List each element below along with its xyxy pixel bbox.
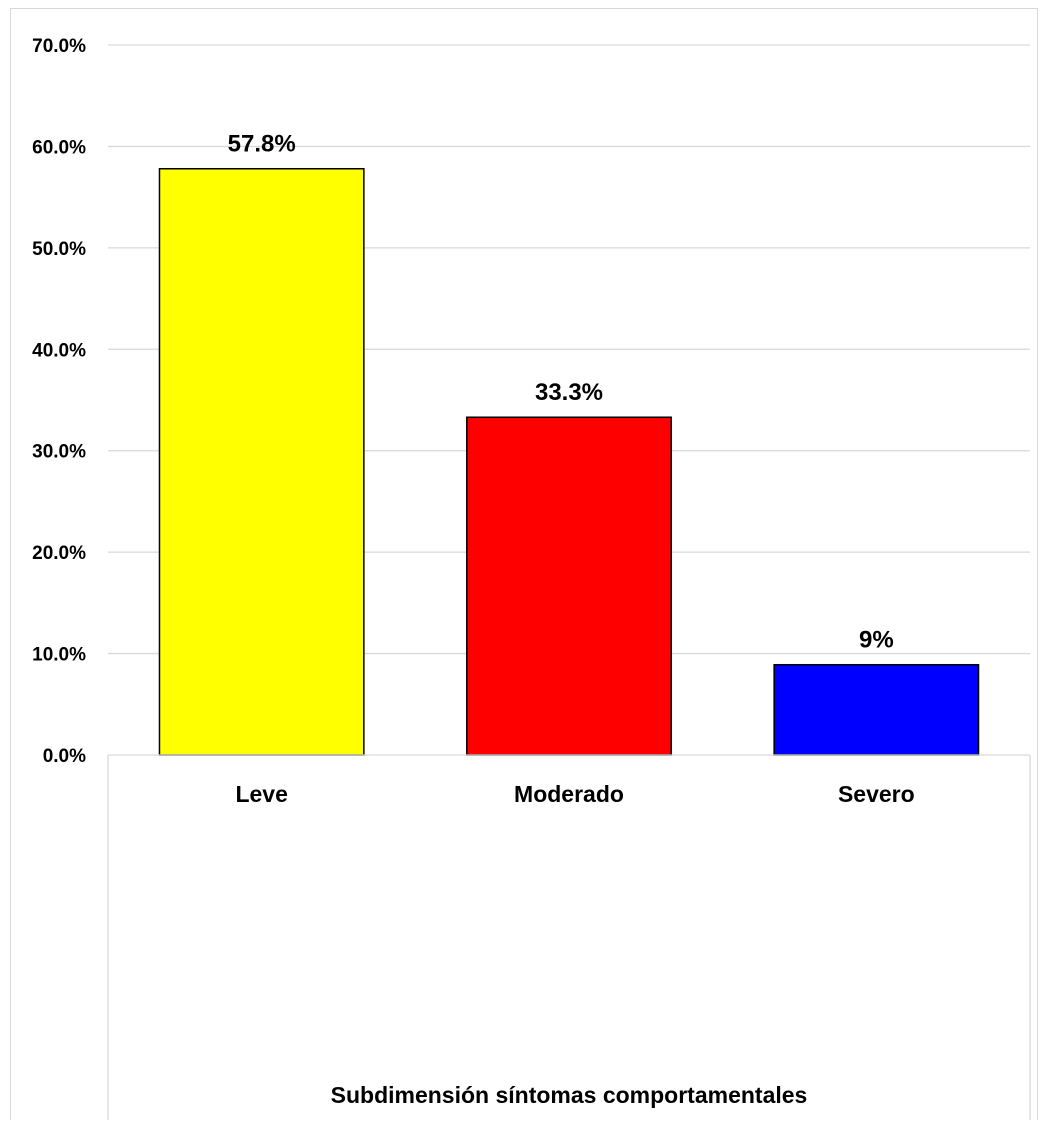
bar-leve [158,167,365,756]
category-label: Leve [235,781,287,807]
y-tick-label: 40.0% [32,340,86,361]
y-tick-label: 20.0% [32,543,86,564]
y-tick-label: 60.0% [32,137,86,158]
bar-moderado [466,416,672,756]
x-axis-title: Subdimensión síntomas comportamentales [331,1082,808,1108]
category-labels: Leve Moderado Severo [235,781,914,807]
y-tick-label: 50.0% [32,239,86,260]
y-tick-label: 70.0% [32,36,86,57]
category-label: Severo [838,781,915,807]
x-axis [107,754,1031,1120]
data-label: 33.3% [535,379,603,406]
y-tick-label: 30.0% [32,442,86,463]
bars [158,167,980,756]
bar-severo [773,663,980,756]
data-labels: 57.8% 33.3% 9% [228,131,894,654]
category-label: Moderado [514,781,624,807]
y-axis-tick-labels: 0.0% 10.0% 20.0% 30.0% 40.0% 50.0% 60.0% 70.0% [32,36,86,767]
y-tick-label: 0.0% [43,746,86,767]
data-label: 9% [859,627,894,654]
chart-frame [10,8,1038,1120]
data-label: 57.8% [228,131,296,158]
y-tick-label: 10.0% [32,645,86,666]
